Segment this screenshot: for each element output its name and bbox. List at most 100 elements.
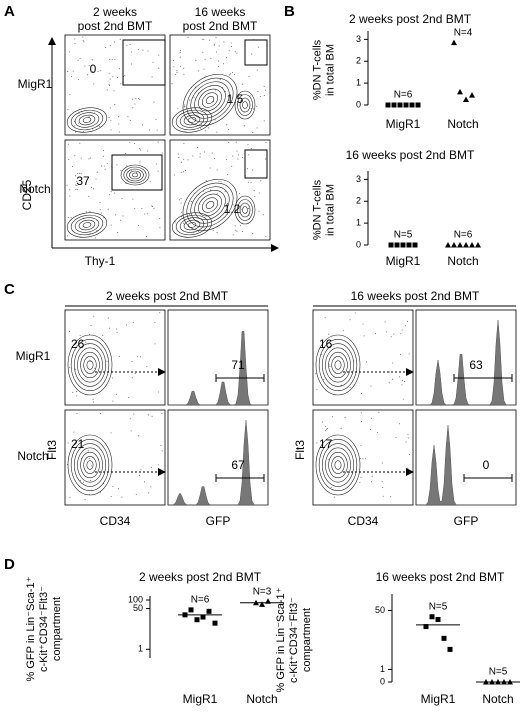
- y-tick-label: 1: [356, 78, 361, 88]
- event-dot: [213, 44, 215, 46]
- contour: [70, 214, 104, 236]
- dot: [212, 620, 218, 626]
- event-dot: [75, 184, 77, 186]
- event-dot: [76, 189, 78, 191]
- x-axis-label: CD34: [348, 514, 379, 528]
- event-dot: [82, 481, 84, 483]
- event-dot: [171, 83, 173, 85]
- event-dot: [126, 44, 128, 46]
- dot: [475, 242, 481, 248]
- plot-frame: [64, 309, 166, 406]
- event-dot: [204, 130, 206, 132]
- event-dot: [264, 89, 266, 91]
- event-dot: [247, 207, 249, 209]
- y-tick-label: 0: [380, 676, 385, 686]
- event-dot: [131, 169, 133, 171]
- contour: [201, 92, 219, 108]
- event-dot: [176, 71, 178, 73]
- event-dot: [409, 454, 411, 456]
- dot: [447, 646, 453, 652]
- event-dot: [146, 366, 148, 368]
- panel-label: A: [4, 3, 15, 20]
- event-dot: [183, 171, 185, 173]
- event-dot: [187, 36, 189, 38]
- event-dot: [183, 142, 185, 144]
- event-dot: [333, 496, 335, 498]
- event-dot: [344, 416, 346, 418]
- y-axis-label: %DN T-cells: [311, 179, 323, 240]
- event-dot: [256, 127, 258, 129]
- n-label: N=5: [429, 601, 448, 612]
- x-tick-label: MigR1: [386, 117, 421, 131]
- event-dot: [151, 205, 153, 207]
- contour: [175, 109, 209, 131]
- y-tick-label: 0: [356, 99, 361, 109]
- event-dot: [95, 178, 97, 180]
- plot-frame: [312, 409, 414, 506]
- event-dot: [263, 85, 265, 87]
- event-dot: [398, 376, 400, 378]
- event-dot: [139, 147, 141, 149]
- event-dot: [88, 64, 90, 66]
- event-dot: [112, 377, 114, 379]
- event-dot: [155, 119, 157, 121]
- event-dot: [120, 83, 122, 85]
- event-dot: [226, 57, 228, 59]
- event-dot: [199, 153, 201, 155]
- event-dot: [374, 333, 376, 335]
- event-dot: [111, 59, 113, 61]
- contour: [234, 90, 256, 120]
- event-dot: [265, 158, 267, 160]
- event-dot: [252, 108, 254, 110]
- event-dot: [138, 435, 140, 437]
- event-dot: [75, 368, 77, 370]
- event-dot: [361, 392, 363, 394]
- event-dot: [157, 464, 159, 466]
- contour: [78, 219, 96, 231]
- event-dot: [258, 192, 260, 194]
- dot: [441, 635, 447, 641]
- event-dot: [92, 398, 94, 400]
- contour: [198, 88, 222, 112]
- event-dot: [148, 414, 150, 416]
- event-dot: [332, 416, 334, 418]
- event-dot: [381, 462, 383, 464]
- event-dot: [178, 157, 180, 159]
- event-dot: [180, 211, 182, 213]
- event-dot: [262, 214, 264, 216]
- contour: [328, 451, 348, 479]
- event-dot: [250, 107, 252, 109]
- n-label: N=5: [489, 667, 508, 678]
- plot-frame: [167, 409, 269, 506]
- event-dot: [67, 109, 69, 111]
- event-dot: [134, 103, 136, 105]
- event-dot: [227, 129, 229, 131]
- event-dot: [142, 124, 144, 126]
- event-dot: [129, 142, 131, 144]
- event-dot: [227, 174, 229, 176]
- event-dot: [265, 141, 267, 143]
- contour: [198, 193, 222, 217]
- event-dot: [66, 235, 68, 237]
- event-dot: [99, 202, 101, 204]
- event-dot: [316, 389, 318, 391]
- event-dot: [405, 441, 407, 443]
- event-dot: [129, 418, 131, 420]
- event-dot: [232, 234, 234, 236]
- contour: [239, 202, 251, 218]
- dot: [463, 96, 469, 103]
- event-dot: [371, 481, 373, 483]
- event-dot: [172, 60, 174, 62]
- event-dot: [231, 165, 233, 167]
- event-dot: [404, 325, 406, 327]
- event-dot: [67, 442, 69, 444]
- event-dot: [112, 76, 114, 78]
- event-dot: [230, 73, 232, 75]
- event-dot: [154, 343, 156, 345]
- event-dot: [131, 98, 133, 100]
- event-dot: [69, 94, 71, 96]
- chart-title: 16 weeks post 2nd BMT: [346, 148, 475, 162]
- event-dot: [79, 57, 81, 59]
- event-dot: [371, 417, 373, 419]
- event-dot: [330, 486, 332, 488]
